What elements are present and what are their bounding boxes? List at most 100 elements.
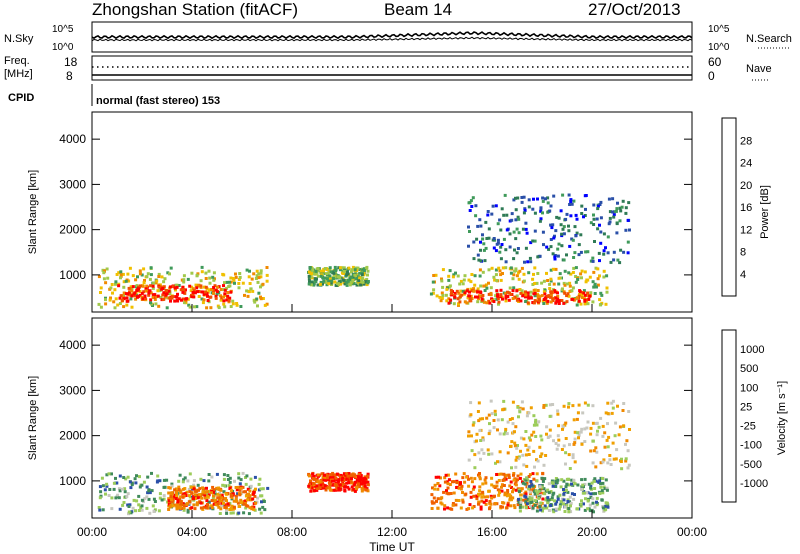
- heatmap-cell: [186, 277, 190, 281]
- heatmap-cell: [265, 302, 269, 306]
- heatmap-cell: [366, 273, 369, 277]
- heatmap-cell: [581, 411, 585, 415]
- heatmap-cell: [622, 424, 626, 428]
- heatmap-cell: [543, 504, 547, 508]
- heatmap-cell: [475, 237, 479, 241]
- heatmap-cell: [360, 487, 364, 490]
- heatmap-cell: [575, 217, 579, 221]
- heatmap-cell: [146, 475, 150, 479]
- heatmap-cell: [532, 430, 536, 434]
- heatmap-cell: [572, 418, 576, 422]
- heatmap-cell: [580, 269, 584, 273]
- heatmap-cell: [580, 276, 583, 280]
- heatmap-cell: [212, 502, 216, 506]
- heatmap-cell: [211, 496, 215, 500]
- heatmap-cell: [478, 274, 482, 278]
- heatmap-cell: [524, 246, 528, 250]
- heatmap-cell: [205, 306, 209, 310]
- heatmap-cell: [239, 305, 243, 308]
- heatmap-cell: [591, 259, 595, 263]
- heatmap-cell: [584, 250, 588, 254]
- heatmap-cell: [162, 285, 166, 289]
- heatmap-cell: [168, 505, 172, 509]
- heatmap-cell: [513, 441, 517, 445]
- heatmap-cell: [204, 285, 208, 289]
- heatmap-cell: [492, 300, 496, 303]
- heatmap-cell: [582, 289, 586, 293]
- heatmap-cell: [203, 491, 207, 495]
- heatmap-cell: [245, 498, 249, 502]
- heatmap-cell: [522, 293, 526, 297]
- heatmap-cell: [140, 273, 144, 277]
- heatmap-cell: [460, 293, 464, 297]
- heatmap-cell: [469, 401, 473, 405]
- freq-unit: [MHz]: [4, 68, 33, 80]
- heatmap-cell: [549, 238, 553, 241]
- heatmap-cell: [591, 256, 595, 260]
- heatmap-cell: [481, 482, 485, 486]
- heatmap-cell: [490, 483, 494, 487]
- heatmap-cell: [580, 499, 583, 503]
- heatmap-cell: [435, 294, 439, 298]
- heatmap-cell: [612, 215, 616, 219]
- heatmap-cell: [227, 299, 231, 303]
- heatmap-cell: [527, 445, 531, 449]
- heatmap-cell: [495, 480, 499, 484]
- heatmap-cell: [619, 248, 623, 252]
- heatmap-cell: [530, 433, 534, 437]
- heatmap-cell: [620, 467, 624, 471]
- heatmap-cell: [105, 482, 109, 486]
- heatmap-cell: [251, 497, 255, 501]
- heatmap-cell: [251, 492, 255, 496]
- heatmap-cell: [495, 484, 499, 488]
- heatmap-cell: [463, 291, 467, 295]
- heatmap-cell: [533, 503, 537, 507]
- heatmap-cell: [105, 484, 109, 488]
- heatmap-cell: [362, 273, 366, 277]
- heatmap-cell: [361, 276, 365, 280]
- heatmap-cell: [242, 499, 246, 503]
- heatmap-cell: [212, 292, 216, 295]
- heatmap-cell: [457, 291, 461, 295]
- heatmap-cell: [618, 425, 622, 429]
- heatmap-cell: [231, 511, 235, 515]
- heatmap-cell: [128, 480, 132, 484]
- heatmap-cell: [159, 295, 163, 299]
- heatmap-cell: [524, 500, 528, 504]
- heatmap-cell: [121, 272, 125, 276]
- heatmap-cell: [516, 474, 520, 478]
- heatmap-cell: [482, 438, 485, 442]
- heatmap-cell: [259, 297, 263, 301]
- heatmap-cell: [141, 297, 145, 301]
- heatmap-cell: [235, 488, 239, 492]
- time-axis: 00:00 04:00 08:00 12:00 16:00 20:00 00:00: [77, 304, 707, 539]
- heatmap-cell: [171, 504, 175, 508]
- heatmap-cell: [167, 486, 171, 490]
- heatmap-cell: [549, 300, 553, 304]
- heatmap-cell: [522, 498, 526, 502]
- heatmap-cell: [206, 494, 210, 498]
- heatmap-cell: [580, 442, 584, 446]
- heatmap-cell: [261, 297, 265, 300]
- heatmap-cell: [182, 274, 186, 278]
- heatmap-cell: [173, 488, 177, 492]
- heatmap-cell: [461, 476, 465, 480]
- heatmap-cell: [509, 292, 513, 296]
- heatmap-cell: [168, 292, 172, 295]
- heatmap-cell: [524, 492, 528, 496]
- heatmap-cell: [255, 274, 259, 278]
- heatmap-cell: [259, 295, 262, 299]
- heatmap-cell: [520, 266, 524, 270]
- heatmap-cell: [470, 205, 474, 208]
- heatmap-cell: [189, 485, 193, 489]
- heatmap-cell: [207, 479, 211, 483]
- heatmap-cell: [612, 210, 616, 214]
- heatmap-cell: [220, 504, 223, 508]
- heatmap-cell: [179, 491, 183, 495]
- heatmap-cell: [596, 429, 599, 433]
- heatmap-cell: [468, 299, 472, 303]
- heatmap-cell: [602, 269, 606, 273]
- heatmap-cell: [311, 482, 315, 485]
- heatmap-cell: [478, 485, 482, 489]
- heatmap-cell: [325, 277, 329, 281]
